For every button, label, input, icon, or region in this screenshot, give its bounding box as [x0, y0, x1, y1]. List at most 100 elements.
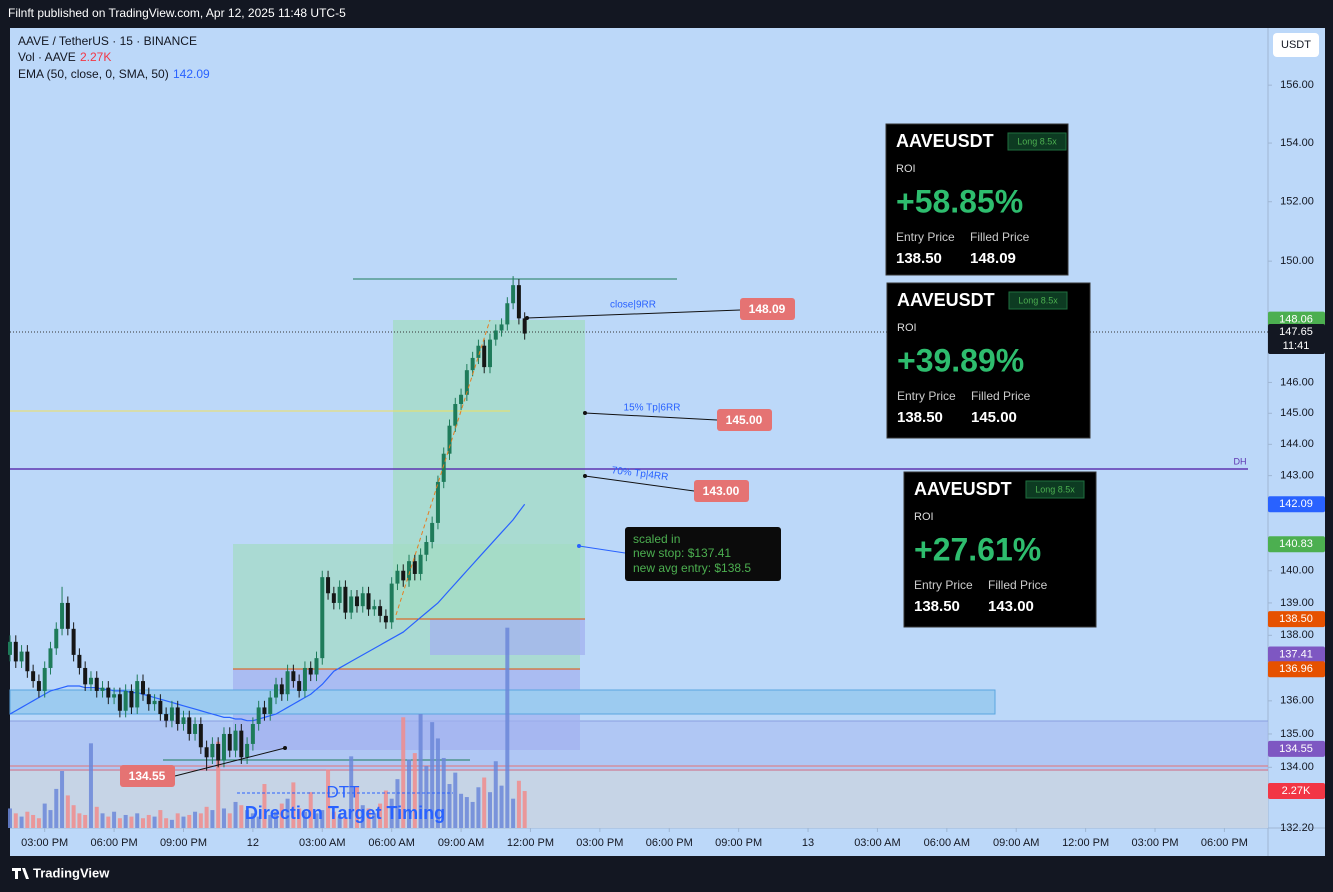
card-tag: [1025, 480, 1085, 499]
candle-body: [94, 677, 99, 691]
volume-bar: [71, 805, 76, 828]
x-tick-label: 12: [247, 837, 259, 849]
candle-body: [204, 747, 209, 758]
candle-body: [19, 651, 24, 662]
x-tick-label: 09:00 AM: [438, 837, 484, 849]
volume-zone: [10, 771, 1268, 828]
candle-body: [522, 318, 527, 334]
candle-body: [268, 697, 273, 715]
volume-bar: [187, 814, 192, 828]
volume-bar: [77, 813, 82, 828]
x-tick-label: 06:00 PM: [91, 837, 138, 849]
price-badge-label: 137.41: [1279, 648, 1313, 660]
brand: TradingView: [33, 865, 110, 880]
y-tick-label: 135.00: [1280, 728, 1314, 740]
note-text: new stop: $137.41: [633, 546, 731, 560]
volume-bar: [279, 803, 284, 828]
candle-body: [343, 586, 348, 613]
candle-body: [274, 684, 279, 698]
candle-body: [42, 667, 47, 691]
currency-button[interactable]: [1273, 33, 1319, 57]
candle-body: [31, 671, 36, 682]
candle-body: [464, 370, 469, 395]
volume-bar: [459, 793, 464, 828]
candle-body: [487, 339, 492, 368]
volume-bar: [372, 813, 377, 828]
y-tick-label: 134.00: [1280, 761, 1314, 773]
card-entry-label: Entry Price: [896, 230, 955, 244]
x-tick-label: 03:00 AM: [854, 837, 900, 849]
volume-bar: [216, 741, 221, 828]
price-badge: [1268, 661, 1325, 678]
callout-text: 145.00: [726, 413, 763, 427]
publisher: Filnft published on TradingView.com, Apr…: [8, 6, 346, 20]
price-badge: [1268, 611, 1325, 628]
candle-body: [181, 717, 186, 724]
path-line: [395, 319, 491, 616]
x-tick-label: 06:00 PM: [646, 837, 693, 849]
callout-tag: [120, 765, 175, 787]
chart-background: [10, 28, 1325, 856]
candle-body: [297, 681, 302, 691]
candle-body: [383, 615, 388, 623]
candle-body: [349, 596, 354, 613]
volume-bar: [158, 810, 163, 828]
volume-bar: [308, 792, 313, 828]
volume-bar: [204, 806, 209, 828]
volume-bar: [65, 795, 70, 828]
card-tag-text: Long 8.5x: [1017, 136, 1057, 146]
y-tick-label: 150.00: [1280, 255, 1314, 267]
annotation: close|9RR: [610, 300, 656, 311]
ema-legend: EMA (50, close, 0, SMA, 50): [18, 67, 169, 81]
price-badge: [1268, 740, 1325, 757]
y-tick-label: 143.00: [1280, 470, 1314, 482]
candle-body: [326, 577, 331, 594]
y-tick-label: 152.00: [1280, 196, 1314, 208]
card-entry: 138.50: [914, 598, 960, 615]
price-badge-label: 147.65: [1279, 326, 1313, 338]
x-tick-label: 09:00 AM: [993, 837, 1039, 849]
price-badge-label: 140.83: [1279, 538, 1313, 550]
price-badge-label: 138.50: [1279, 613, 1313, 625]
card-roi-label: ROI: [914, 511, 934, 523]
currency[interactable]: USDT: [1281, 39, 1311, 51]
volume-bar: [227, 813, 232, 828]
price-badge-label: 134.55: [1279, 743, 1313, 755]
volume-bar: [291, 782, 296, 828]
dtt: DTT: [326, 782, 359, 801]
candle-body: [366, 593, 371, 610]
volume-bar: [331, 811, 336, 828]
note-line: [578, 545, 626, 554]
candle-body: [476, 345, 481, 358]
volume-bar: [464, 797, 469, 828]
volume-bar: [395, 779, 400, 828]
volume-bar: [435, 738, 440, 828]
candle-body: [216, 743, 221, 761]
candle-body: [407, 561, 412, 581]
candle-body: [25, 651, 30, 672]
volume-bar: [268, 814, 273, 828]
overlay: 156.00 154.00 152.00 150.00 146.00 145.00 144.…: [21, 79, 1325, 849]
volume-bar: [19, 816, 24, 828]
volume-bar: [256, 816, 261, 828]
card-tag-text: Long 8.5x: [1035, 484, 1075, 494]
y-tick-label: 145.00: [1280, 407, 1314, 419]
y-tick-label: 138.00: [1280, 629, 1314, 641]
volume-bar: [181, 816, 186, 828]
candle-body: [285, 671, 290, 695]
candle-body: [412, 561, 417, 574]
candle-body: [198, 723, 203, 748]
candle-body: [499, 324, 504, 331]
volume-bar: [354, 787, 359, 828]
ema-badge-label: 142.09: [1279, 498, 1313, 510]
volume-bar: [378, 803, 383, 828]
candle-body: [210, 743, 215, 758]
candle-body: [337, 586, 342, 603]
price-badge: [1268, 536, 1325, 553]
callout-line: [526, 309, 741, 319]
candle-body: [106, 687, 111, 698]
candle-body: [233, 730, 238, 751]
candle-body: [360, 593, 365, 607]
note-box: [625, 527, 781, 581]
candle-body: [447, 425, 452, 454]
